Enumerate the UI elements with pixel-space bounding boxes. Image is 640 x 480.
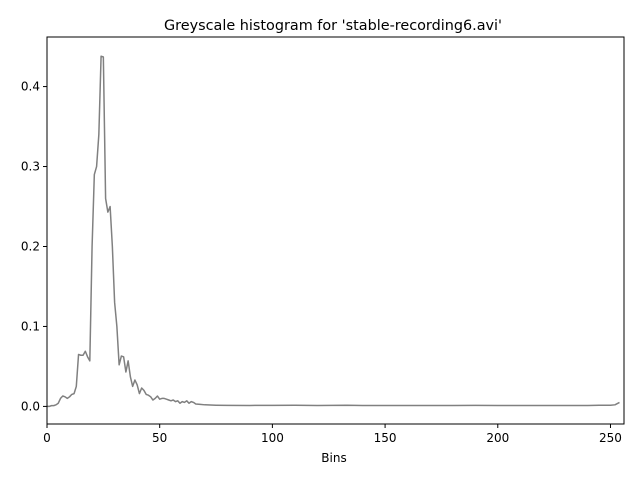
y-tick-label: 0.2 [21,239,40,253]
y-tick-label: 0.3 [21,160,40,174]
y-axis: 0.0 0.1 0.2 0.3 0.4 [21,80,47,413]
x-tick-label: 0 [43,431,51,445]
x-axis: 0 50 100 150 200 250 [43,424,622,445]
y-tick-label: 0.4 [21,80,40,94]
x-tick-label: 100 [261,431,284,445]
y-tick-label: 0.1 [21,319,40,333]
axes-frame [46,36,625,425]
x-tick-label: 250 [599,431,622,445]
chart-title: Greyscale histogram for 'stable-recordin… [164,18,502,34]
x-tick-label: 200 [486,431,509,445]
y-tick-label: 0.0 [21,399,40,413]
x-tick-label: 50 [152,431,167,445]
x-tick-label: 150 [374,431,397,445]
plot-area [47,55,620,408]
x-axis-label: Bins [321,451,346,465]
histogram-series-line [47,55,620,408]
